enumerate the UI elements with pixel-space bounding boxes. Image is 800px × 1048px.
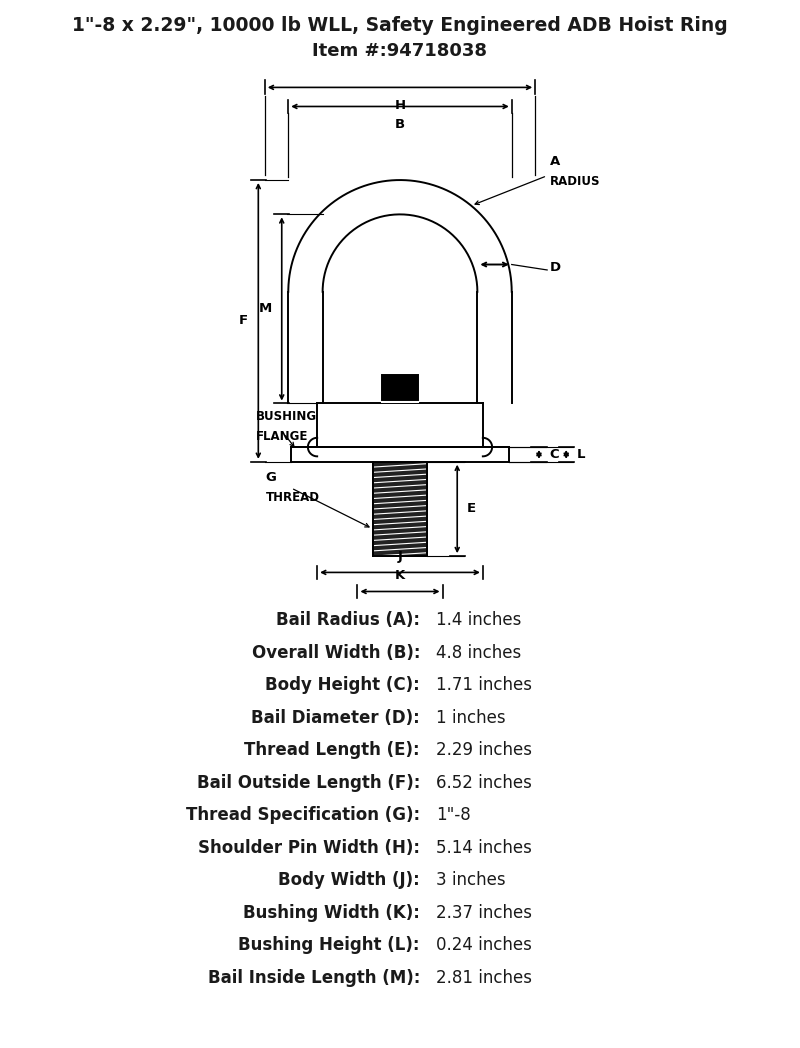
Text: 1.71 inches: 1.71 inches	[436, 676, 532, 695]
Text: B: B	[395, 118, 405, 131]
Text: F: F	[238, 314, 247, 327]
Text: L: L	[577, 447, 586, 461]
Text: E: E	[467, 502, 476, 516]
Text: Thread Length (E):: Thread Length (E):	[244, 741, 420, 760]
Text: Bail Inside Length (M):: Bail Inside Length (M):	[208, 968, 420, 987]
Text: J: J	[398, 549, 402, 563]
Text: RADIUS: RADIUS	[550, 175, 600, 189]
Text: Overall Width (B):: Overall Width (B):	[251, 643, 420, 662]
Text: BUSHING: BUSHING	[255, 410, 317, 422]
Text: K: K	[395, 569, 405, 582]
Text: 1.4 inches: 1.4 inches	[436, 611, 522, 630]
Text: Bail Outside Length (F):: Bail Outside Length (F):	[197, 773, 420, 792]
Text: A: A	[550, 154, 560, 168]
Text: Bushing Width (K):: Bushing Width (K):	[243, 903, 420, 922]
Text: 4.8 inches: 4.8 inches	[436, 643, 522, 662]
Text: Bushing Height (L):: Bushing Height (L):	[238, 936, 420, 955]
Text: 2.81 inches: 2.81 inches	[436, 968, 532, 987]
Text: THREAD: THREAD	[266, 490, 319, 504]
Text: 6.52 inches: 6.52 inches	[436, 773, 532, 792]
Text: 3 inches: 3 inches	[436, 871, 506, 890]
Text: Bail Radius (A):: Bail Radius (A):	[276, 611, 420, 630]
Text: H: H	[394, 100, 406, 112]
Text: Shoulder Pin Width (H):: Shoulder Pin Width (H):	[198, 838, 420, 857]
Text: 2.29 inches: 2.29 inches	[436, 741, 532, 760]
Text: Thread Specification (G):: Thread Specification (G):	[186, 806, 420, 825]
Bar	[382, 375, 418, 403]
Text: 1 inches: 1 inches	[436, 708, 506, 727]
Text: FLANGE: FLANGE	[255, 430, 308, 442]
Text: 1"-8 x 2.29", 10000 lb WLL, Safety Engineered ADB Hoist Ring: 1"-8 x 2.29", 10000 lb WLL, Safety Engin…	[72, 16, 728, 35]
Text: 2.37 inches: 2.37 inches	[436, 903, 532, 922]
Text: G: G	[266, 471, 276, 483]
Text: 5.14 inches: 5.14 inches	[436, 838, 532, 857]
Text: 0.24 inches: 0.24 inches	[436, 936, 532, 955]
Text: Bail Diameter (D):: Bail Diameter (D):	[251, 708, 420, 727]
Text: D: D	[550, 261, 561, 274]
Text: Body Height (C):: Body Height (C):	[266, 676, 420, 695]
Text: M: M	[258, 303, 272, 315]
Bar	[373, 462, 427, 556]
Text: 1"-8: 1"-8	[436, 806, 470, 825]
Text: C: C	[550, 447, 559, 461]
Text: Item #:94718038: Item #:94718038	[313, 42, 487, 60]
Text: Body Width (J):: Body Width (J):	[278, 871, 420, 890]
